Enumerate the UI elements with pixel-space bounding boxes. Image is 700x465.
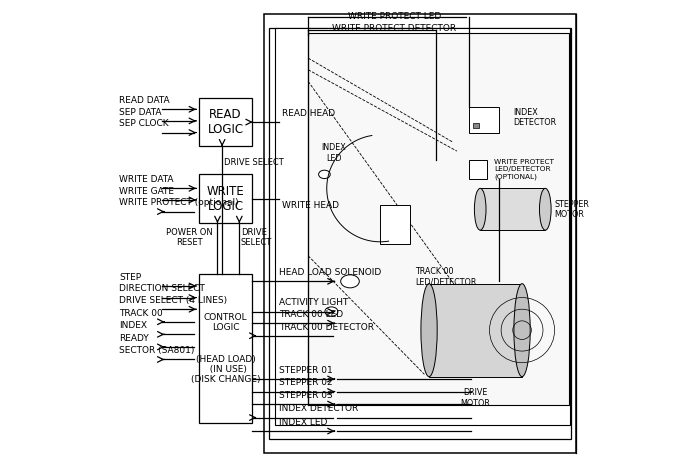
- Bar: [468, 107, 499, 133]
- Ellipse shape: [475, 188, 486, 230]
- Text: INDEX
LED: INDEX LED: [321, 143, 346, 163]
- Ellipse shape: [514, 284, 530, 377]
- Text: DRIVE
SELECT: DRIVE SELECT: [241, 228, 272, 247]
- Text: INDEX: INDEX: [119, 321, 147, 330]
- Text: STEPPER
MOTOR: STEPPER MOTOR: [554, 199, 589, 219]
- Bar: [269, 28, 571, 439]
- Text: DRIVE SELECT (4 LINES): DRIVE SELECT (4 LINES): [119, 296, 227, 305]
- Ellipse shape: [318, 170, 330, 179]
- Text: SEP CLOCK: SEP CLOCK: [119, 120, 169, 128]
- Text: INDEX LED: INDEX LED: [279, 418, 328, 427]
- Text: WRITE PROTECT
LED/DETECTOR
(OPTIONAL): WRITE PROTECT LED/DETECTOR (OPTIONAL): [494, 159, 554, 180]
- Text: DRIVE SELECT: DRIVE SELECT: [224, 158, 284, 167]
- Bar: [264, 14, 575, 453]
- Bar: [429, 284, 522, 377]
- Text: READ HEAD: READ HEAD: [281, 109, 335, 118]
- Text: WRITE DATA: WRITE DATA: [119, 175, 174, 184]
- Text: READ DATA: READ DATA: [119, 96, 169, 105]
- Text: POWER ON
RESET: POWER ON RESET: [166, 228, 213, 247]
- Text: SEP DATA: SEP DATA: [119, 108, 162, 117]
- Text: HEAD LOAD SOLENOID: HEAD LOAD SOLENOID: [279, 268, 382, 277]
- Ellipse shape: [341, 275, 359, 288]
- Text: ACTIVITY LIGHT: ACTIVITY LIGHT: [279, 299, 349, 307]
- Ellipse shape: [540, 188, 551, 230]
- Bar: [199, 274, 252, 423]
- Text: SECTOR (SA801): SECTOR (SA801): [119, 346, 195, 355]
- Text: DRIVE
MOTOR: DRIVE MOTOR: [461, 388, 491, 408]
- Ellipse shape: [421, 284, 438, 377]
- Bar: [473, 123, 479, 128]
- Bar: [380, 205, 410, 244]
- Text: READY: READY: [119, 334, 148, 343]
- Bar: [274, 28, 570, 425]
- Text: CONTROL
LOGIC


(HEAD LOAD)
  (IN USE)
(DISK CHANGE): CONTROL LOGIC (HEAD LOAD) (IN USE) (DISK…: [191, 313, 260, 385]
- Text: WRITE
LOGIC: WRITE LOGIC: [206, 185, 244, 213]
- Ellipse shape: [325, 307, 338, 316]
- Text: DIRECTION SELECT: DIRECTION SELECT: [119, 285, 205, 293]
- Text: STEPPER 03: STEPPER 03: [279, 391, 333, 400]
- Text: INDEX DETECTOR: INDEX DETECTOR: [279, 405, 358, 413]
- Text: STEPPER 01: STEPPER 01: [279, 366, 333, 375]
- Text: INDEX
DETECTOR: INDEX DETECTOR: [512, 108, 556, 127]
- Text: TRACK 00: TRACK 00: [119, 309, 162, 318]
- Text: READ
LOGIC: READ LOGIC: [207, 108, 244, 136]
- Text: STEPPER 02: STEPPER 02: [279, 379, 333, 387]
- Bar: [480, 188, 545, 230]
- Text: WRITE PROTECT (optional): WRITE PROTECT (optional): [119, 199, 239, 207]
- Text: WRITE GATE: WRITE GATE: [119, 187, 174, 196]
- Text: TRACK 00
LED/DETECTOR: TRACK 00 LED/DETECTOR: [415, 267, 477, 286]
- Text: WRITE HEAD: WRITE HEAD: [281, 201, 339, 210]
- Bar: [308, 33, 568, 405]
- Text: TRACK 00 LED: TRACK 00 LED: [279, 310, 344, 319]
- Text: WRITE PROTECT LED: WRITE PROTECT LED: [347, 12, 441, 20]
- Bar: [199, 174, 252, 223]
- Text: WRITE PROTECT DETECTOR: WRITE PROTECT DETECTOR: [332, 24, 456, 33]
- Text: TRACK 00 DETECTOR: TRACK 00 DETECTOR: [279, 323, 374, 332]
- Bar: [199, 98, 252, 146]
- Bar: [468, 160, 487, 179]
- Text: STEP: STEP: [119, 273, 141, 282]
